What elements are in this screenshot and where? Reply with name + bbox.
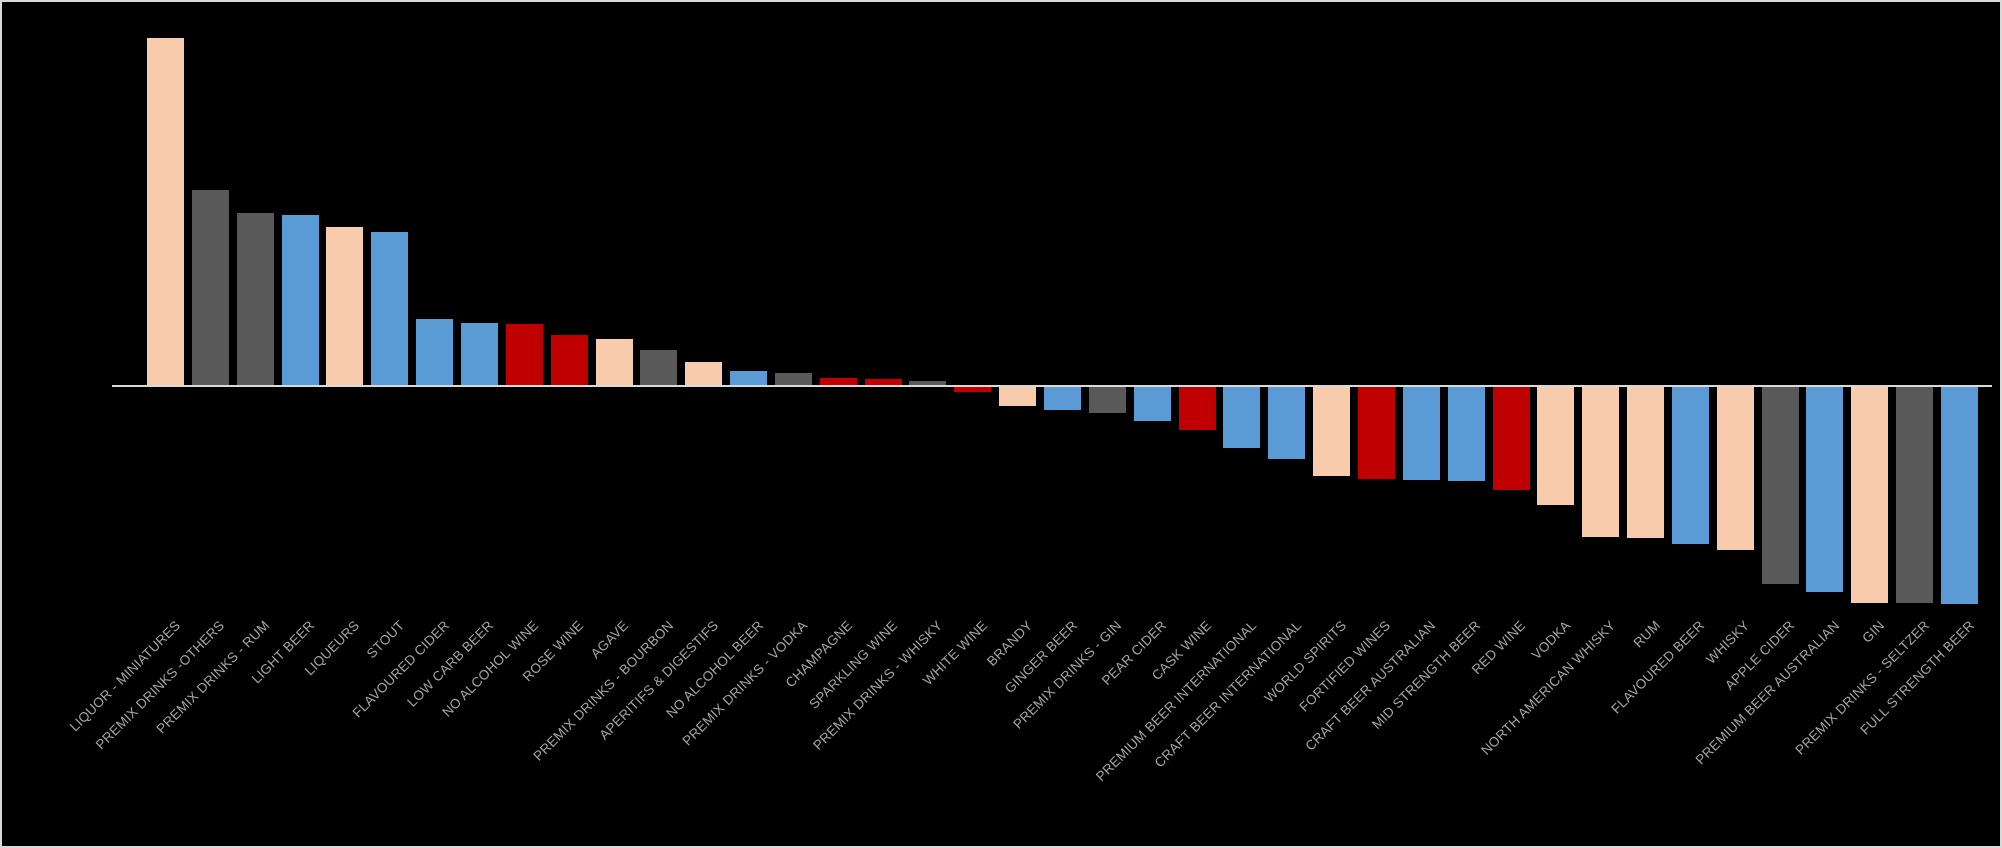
bar-ginger-beer [1044,387,1081,410]
bar-white-wine [954,387,992,392]
bar-liquor-miniatures [147,38,184,385]
bar-red-wine [1492,387,1530,490]
bar-mid-strength-beer [1447,387,1485,481]
x-axis-line [112,385,1992,387]
bar-no-alcohol-wine [505,324,543,385]
bar-flavoured-cider [416,319,454,385]
bar-premix-drinks-others [191,190,229,385]
bar-premix-drinks-vodka [774,373,812,385]
bar-light-beer [281,215,319,385]
bar-champagne [819,378,857,385]
bar-pear-cider [1133,387,1171,421]
bar-liqueurs [326,227,364,385]
bar-aperitifs-digestifs [685,362,723,385]
bar-cask-wine [1178,387,1216,430]
bar-craft-beer-australian [1402,387,1440,480]
bar-brandy [999,387,1037,406]
bar-vodka [1537,387,1575,505]
bar-premix-drinks-gin [1088,387,1126,413]
bar-sparkling-wine [864,379,902,385]
bar-no-alcohol-beer [730,371,768,385]
bar-gin [1851,387,1889,603]
bar-rum [1627,387,1665,538]
bar-premix-drinks-bourbon [640,350,678,385]
bar-premium-beer-australian [1806,387,1844,592]
bar-whisky [1716,387,1754,550]
bar-apple-cider [1761,387,1799,584]
bar-fortified-wines [1357,387,1395,479]
bar-low-carb-beer [460,323,498,385]
bar-agave [595,339,633,385]
bar-premium-beer-international [1223,387,1261,448]
bar-premix-drinks-rum [236,213,274,385]
bar-flavoured-beer [1671,387,1709,544]
bar-rose-wine [550,335,588,385]
bar-craft-beer-international [1268,387,1306,459]
bar-full-strength-beer [1941,387,1978,604]
bar-north-american-whisky [1582,387,1620,537]
bar-premix-drinks-whisky [909,381,947,385]
bar-premix-drinks-seltzer [1896,387,1934,603]
bar-stout [371,232,409,385]
bar-world-spirits [1313,387,1351,476]
